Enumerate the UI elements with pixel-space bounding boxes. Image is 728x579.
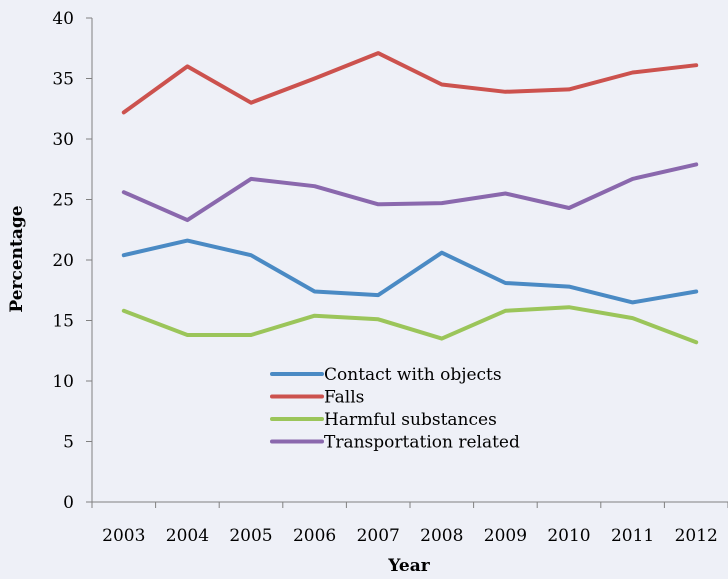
y-tick-label: 5 — [63, 433, 74, 453]
y-tick-label: 40 — [52, 9, 74, 29]
x-tick-label: 2011 — [611, 526, 654, 546]
y-tick-label: 0 — [63, 493, 74, 513]
y-tick-label: 25 — [52, 191, 74, 211]
series-line-harmful-substances — [121, 305, 699, 345]
x-tick-label: 2006 — [293, 526, 336, 546]
series-line-falls — [121, 51, 699, 115]
x-tick-label: 2009 — [484, 526, 527, 546]
legend-item-contact-with-objects: Contact with objects — [270, 365, 502, 385]
y-tick-label: 15 — [52, 312, 74, 332]
legend-item-falls: Falls — [270, 388, 364, 408]
legend-item-transportation-related: Transportation related — [270, 433, 520, 453]
y-tick-label: 35 — [52, 70, 74, 90]
y-tick-label: 20 — [52, 251, 74, 271]
x-tick-label: 2004 — [166, 526, 209, 546]
series-lines — [121, 51, 699, 345]
y-axis-title: Percentage — [7, 205, 27, 312]
legend-item-harmful-substances: Harmful substances — [270, 410, 497, 430]
legend-label: Transportation related — [324, 433, 520, 453]
y-tick-label: 30 — [52, 130, 74, 150]
x-tick-label: 2012 — [675, 526, 718, 546]
x-tick-label: 2008 — [420, 526, 463, 546]
x-tick-label: 2007 — [357, 526, 400, 546]
legend-label: Contact with objects — [324, 365, 502, 385]
series-line-transportation-related — [121, 162, 699, 223]
x-axis-title: Year — [387, 556, 430, 575]
legend-label: Falls — [324, 388, 364, 408]
series-line-contact-with-objects — [121, 238, 699, 305]
x-tick-label: 2003 — [102, 526, 145, 546]
legend-label: Harmful substances — [324, 410, 497, 430]
y-tick-label: 10 — [52, 372, 74, 392]
x-tick-label: 2010 — [547, 526, 590, 546]
axes: 0 5 10 15 20 25 30 35 40 2003 2004 2005 2006 2007 2008… — [52, 9, 728, 546]
x-tick-label: 2005 — [229, 526, 272, 546]
